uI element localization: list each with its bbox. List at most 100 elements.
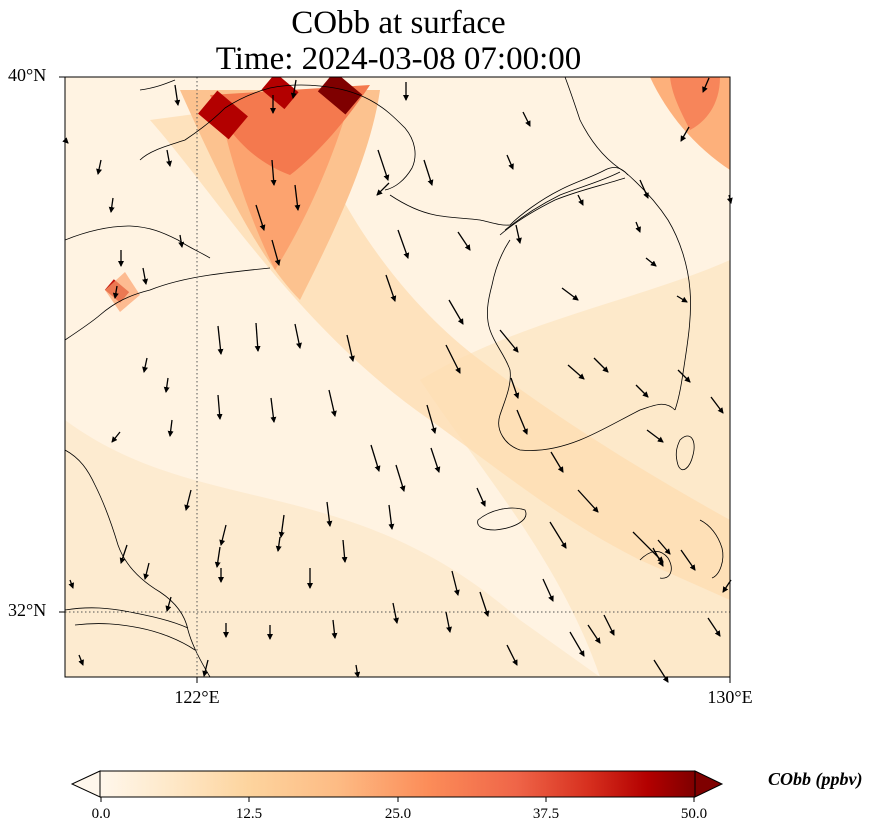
wind-arrow <box>423 159 434 186</box>
wind-arrow <box>142 357 148 373</box>
colorbar-max-extend <box>694 770 724 798</box>
wind-arrow <box>479 591 490 617</box>
wind-arrow <box>522 111 531 127</box>
wind-arrow <box>388 504 395 530</box>
wind-arrow <box>567 364 585 380</box>
wind-arrow <box>166 149 173 167</box>
lon-label-122e: 122°E <box>174 687 220 707</box>
wind-arrow <box>635 384 649 398</box>
wind-arrow <box>278 514 285 538</box>
colorbar-tick-label: 37.5 <box>532 806 560 822</box>
wind-vectors <box>62 77 733 683</box>
wind-arrow <box>275 536 282 552</box>
lat-label-40n: 40°N <box>8 65 47 85</box>
wind-arrow <box>445 611 452 633</box>
wind-arrow <box>451 570 460 596</box>
lon-label-130e: 130°E <box>707 687 753 707</box>
wind-arrow <box>652 547 664 567</box>
wind-arrow <box>680 549 696 571</box>
wind-arrow <box>645 257 657 267</box>
wind-arrow <box>677 369 691 383</box>
wind-arrow <box>142 267 149 285</box>
wind-arrow <box>506 644 518 666</box>
axis-ticks <box>59 76 731 683</box>
wind-arrow <box>328 389 337 417</box>
colorbar-tick-label: 12.5 <box>235 806 263 822</box>
wind-arrow <box>646 429 664 443</box>
wind-arrow <box>294 323 302 349</box>
wind-arrow <box>202 659 209 677</box>
wind-arrow <box>184 489 192 511</box>
wind-arrow <box>657 539 671 555</box>
wind-arrow <box>653 659 669 683</box>
wind-arrow <box>143 562 150 580</box>
wind-arrow <box>341 539 348 563</box>
map-title-line2: Time: 2024-03-08 07:00:00 <box>215 41 582 77</box>
wind-arrow <box>702 77 710 93</box>
gridlines <box>65 77 730 677</box>
wind-arrow <box>561 287 579 301</box>
wind-arrow <box>216 394 223 420</box>
wind-arrow <box>217 325 224 355</box>
wind-arrow <box>430 447 441 473</box>
map-frame <box>64 76 731 678</box>
lat-label-32n: 32°N <box>8 600 47 620</box>
wind-arrow <box>254 322 261 352</box>
wind-arrow <box>635 221 641 233</box>
wind-arrow <box>377 149 390 181</box>
wind-arrow <box>271 239 281 266</box>
colorbar-min-extend <box>70 770 101 798</box>
wind-arrow <box>370 444 381 472</box>
wind-arrow <box>603 614 615 636</box>
coastlines <box>65 77 724 677</box>
wind-arrow <box>326 501 333 527</box>
wind-arrow <box>577 489 599 513</box>
wind-arrow <box>214 546 221 568</box>
wind-arrow <box>445 344 461 374</box>
colorbar-gradient <box>100 771 695 797</box>
wind-arrow <box>510 377 520 399</box>
wind-arrow <box>96 159 102 175</box>
wind-arrow <box>710 396 724 414</box>
wind-arrow <box>178 234 185 248</box>
wind-arrow <box>569 631 585 657</box>
wind-arrow <box>593 357 609 373</box>
wind-arrow <box>270 159 277 186</box>
wind-arrow <box>119 544 128 564</box>
colorbar <box>70 770 724 802</box>
wind-arrow <box>255 204 266 231</box>
wind-arrow <box>639 179 649 199</box>
wind-arrow <box>676 295 688 303</box>
wind-arrow <box>354 664 361 678</box>
wind-arrow <box>163 377 170 393</box>
wind-arrow <box>457 231 471 251</box>
colorbar-tick-label: 25.0 <box>384 806 412 822</box>
wind-arrow <box>68 579 75 589</box>
wind-arrow <box>174 84 181 106</box>
map-title-line1: CObb at surface <box>291 5 506 41</box>
colorbar-tick-label: 0.0 <box>91 806 111 822</box>
wind-arrow <box>516 409 528 435</box>
wind-arrow <box>515 224 522 244</box>
wind-arrow <box>111 431 121 443</box>
wind-arrow <box>549 521 567 549</box>
colorbar-label: CObb (ppbv) <box>768 769 863 789</box>
wind-arrow <box>290 79 297 99</box>
wind-arrow <box>577 194 584 206</box>
wind-arrow <box>294 184 301 211</box>
colorbar-tick-label: 50.0 <box>680 806 708 822</box>
wind-arrow <box>167 419 174 437</box>
wind-arrow <box>426 404 437 434</box>
wind-arrow <box>680 126 690 142</box>
wind-arrow <box>346 334 355 362</box>
wind-arrow <box>78 654 84 666</box>
wind-arrow <box>506 154 514 170</box>
concentration-field <box>65 77 730 677</box>
wind-arrow <box>376 182 390 196</box>
wind-arrow <box>219 524 227 546</box>
wind-arrow <box>707 617 721 637</box>
wind-arrow <box>331 619 338 639</box>
wind-arrow <box>270 397 277 423</box>
wind-arrow <box>108 197 115 213</box>
